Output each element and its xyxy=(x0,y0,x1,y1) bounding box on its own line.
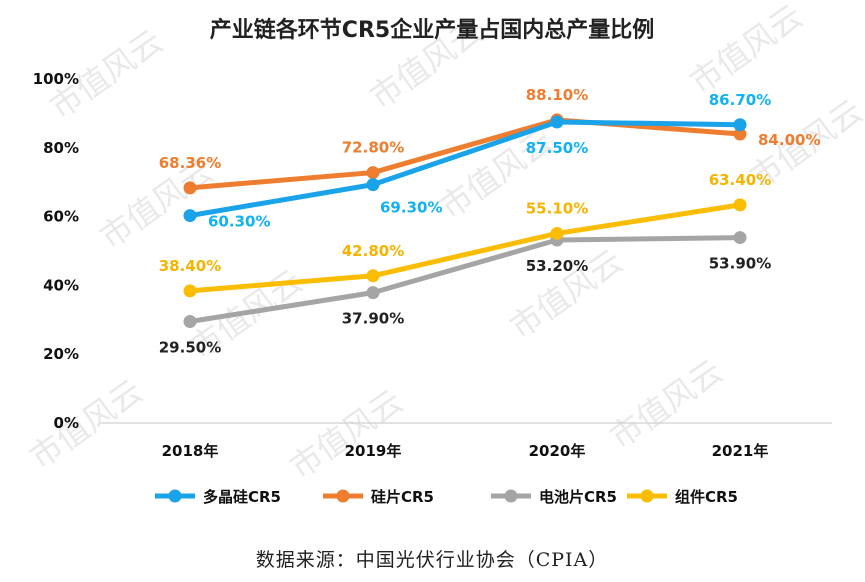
data-point xyxy=(550,226,564,240)
data-point xyxy=(733,118,747,132)
y-tick-label: 80% xyxy=(43,139,79,157)
data-point xyxy=(366,269,380,283)
data-point xyxy=(550,115,564,129)
data-point xyxy=(366,166,380,180)
series-line xyxy=(187,202,743,294)
data-label: 53.90% xyxy=(709,255,771,273)
watermark-text: 市值风云 xyxy=(683,0,810,102)
data-labels: 60.30% 69.30% 87.50% 86.70% 68.36% 72.80% 88.1… xyxy=(159,86,821,357)
x-tick-label: 2018年 xyxy=(162,442,219,460)
y-tick-label: 60% xyxy=(43,208,79,226)
data-point xyxy=(183,209,197,223)
x-tick-label: 2020年 xyxy=(529,442,586,460)
series-line xyxy=(187,117,743,191)
data-label: 69.30% xyxy=(380,199,442,217)
legend-marker xyxy=(504,489,518,503)
watermark-text: 市值风云 xyxy=(603,352,730,457)
data-label: 60.30% xyxy=(208,213,270,231)
data-label: 42.80% xyxy=(342,242,404,260)
legend-label: 组件CR5 xyxy=(675,488,738,506)
data-point xyxy=(366,286,380,300)
y-axis-ticks: 0% 20% 40% 60% 80% 100% xyxy=(33,70,79,432)
data-point xyxy=(183,315,197,329)
y-tick-label: 0% xyxy=(54,414,79,432)
data-label: 37.90% xyxy=(342,310,404,328)
series-line xyxy=(187,235,743,325)
legend-marker xyxy=(640,489,654,503)
series-line xyxy=(187,119,743,219)
data-point xyxy=(366,178,380,192)
chart-title: 产业链各环节CR5企业产量占国内总产量比例 xyxy=(210,17,654,43)
source-note: 数据来源：中国光伏行业协会（CPIA） xyxy=(256,549,609,571)
data-label: 63.40% xyxy=(709,171,771,189)
data-point xyxy=(733,198,747,212)
data-label: 38.40% xyxy=(159,257,221,275)
y-tick-label: 20% xyxy=(43,345,79,363)
y-tick-label: 40% xyxy=(43,276,79,294)
legend-label: 电池片CR5 xyxy=(539,488,617,506)
legend: 多晶硅CR5 硅片CR5 电池片CR5 组件CR5 xyxy=(155,488,738,506)
data-point xyxy=(733,231,747,245)
legend-label: 多晶硅CR5 xyxy=(203,488,281,506)
data-label: 68.36% xyxy=(159,154,221,172)
x-axis-ticks: 2018年 2019年 2020年 2021年 xyxy=(162,442,769,460)
legend-marker xyxy=(336,489,350,503)
legend-marker xyxy=(168,489,182,503)
data-label: 88.10% xyxy=(526,86,588,104)
x-tick-label: 2019年 xyxy=(345,442,402,460)
data-label: 72.80% xyxy=(342,139,404,157)
data-point xyxy=(183,284,197,298)
data-point xyxy=(733,127,747,141)
data-label: 55.10% xyxy=(526,199,588,217)
data-point xyxy=(183,181,197,195)
data-label: 86.70% xyxy=(709,91,771,109)
data-label: 84.00% xyxy=(758,131,820,149)
legend-label: 硅片CR5 xyxy=(371,488,434,506)
data-label: 87.50% xyxy=(526,139,588,157)
watermark-text: 市值风云 xyxy=(283,382,410,487)
data-label: 53.20% xyxy=(526,257,588,275)
y-tick-label: 100% xyxy=(33,70,79,88)
x-tick-label: 2021年 xyxy=(712,442,769,460)
data-label: 29.50% xyxy=(159,339,221,357)
watermark-text: 市值风云 xyxy=(23,372,150,477)
series-lines xyxy=(183,113,747,329)
